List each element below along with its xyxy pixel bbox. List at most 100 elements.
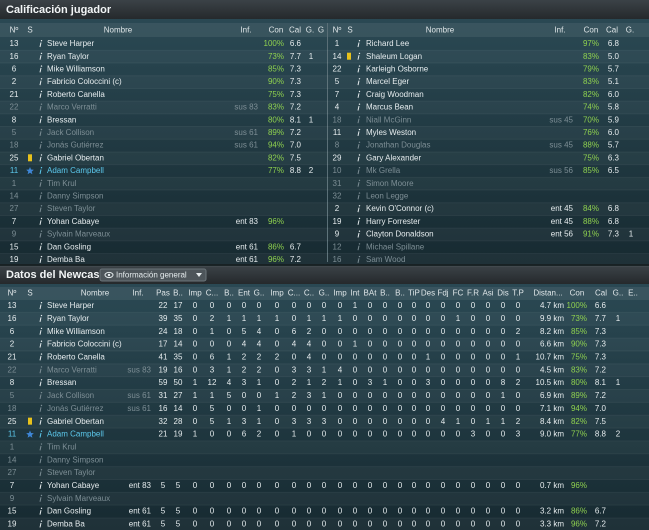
stat-value: 0 [441, 391, 446, 400]
column-header: Nombre [104, 26, 133, 35]
info-icon [39, 131, 42, 137]
stat-value: 1 [227, 314, 232, 323]
player-rating: 5.7 [608, 141, 620, 150]
info-icon [357, 55, 360, 60]
column-header: Con [584, 26, 599, 35]
stat-value: 3 [210, 365, 215, 374]
stat-value: 0 [456, 353, 461, 362]
star-icon [26, 167, 34, 175]
stat-value: 0 [338, 391, 343, 400]
player-number: 27 [8, 468, 17, 477]
info-icon [39, 509, 42, 515]
player-number: 2 [335, 204, 340, 213]
stat-value: 0 [501, 365, 506, 374]
stat-value: 0 [275, 404, 280, 413]
player-name: Shaleum Logan [366, 52, 422, 61]
stat-value: 2 [516, 378, 521, 387]
stat-value: 0 [242, 404, 247, 413]
player-con: 90% [268, 77, 284, 86]
stat-value: 0 [456, 301, 461, 310]
player-number: 8 [335, 141, 340, 150]
player-rating: 6.0 [608, 90, 620, 99]
player-number: 16 [8, 314, 17, 323]
column-header: Dis [497, 289, 509, 298]
player-goals: 2 [309, 166, 314, 175]
stat-value: 5 [227, 391, 232, 400]
info-icon [39, 317, 42, 322]
info-icon [357, 80, 360, 86]
player-con: 97% [583, 39, 599, 48]
column-header: Imp [270, 289, 284, 298]
player-rating: 7.3 [595, 340, 607, 349]
column-header: Inf. [554, 26, 565, 35]
player-number: 10 [333, 166, 342, 175]
stat-value: 0 [412, 481, 417, 490]
info-icon [39, 330, 42, 335]
rating-title: Calificación jugador [6, 4, 112, 16]
stat-value: 6 [292, 327, 297, 336]
info-icon-dot [40, 128, 43, 131]
stats-title: Datos del Newcastle [6, 269, 112, 281]
info-icon-dot [40, 391, 43, 394]
player-rating: 6.7 [290, 242, 302, 251]
info-icon [39, 169, 42, 175]
info-icon-dot [40, 469, 43, 471]
stat-value: 1 [353, 301, 358, 310]
stat-value: 0 [242, 507, 247, 516]
stat-value: 19 [174, 430, 183, 439]
player-con: 88% [583, 217, 599, 226]
player-number: 18 [333, 115, 342, 124]
player-rating: 7.2 [595, 520, 607, 529]
player-rating: 7.2 [290, 128, 302, 137]
stat-value: 0 [242, 301, 247, 310]
stat-value: 0 [412, 520, 417, 529]
info-icon [39, 497, 42, 502]
info-icon [39, 381, 42, 387]
stat-value: 0 [383, 365, 388, 374]
player-con: 80% [268, 115, 284, 124]
player-number: 8 [10, 378, 15, 387]
player-rating: 6.7 [595, 507, 607, 516]
player-name: Leon Legge [366, 192, 409, 201]
info-icon [39, 407, 42, 412]
stat-value: 0 [383, 507, 388, 516]
dropdown-label[interactable]: Información general [116, 271, 187, 280]
info-icon-dot [40, 520, 43, 522]
stat-value: 3 [516, 430, 521, 439]
stat-value: 5 [161, 481, 166, 490]
stat-value: 0 [338, 301, 343, 310]
player-con: 83% [583, 52, 599, 61]
player-rating: 7.3 [290, 65, 302, 74]
stat-value: 0 [398, 404, 403, 413]
stat-value: 0 [338, 481, 343, 490]
stat-value: 2 [292, 378, 297, 387]
info-icon [357, 169, 360, 175]
info-icon-dot [40, 179, 43, 182]
player-goals: 2 [616, 430, 621, 439]
view-dropdown[interactable]: Información general [99, 268, 207, 282]
stat-value: 0 [210, 430, 215, 439]
player-name: Steve Harper [47, 301, 94, 310]
player-name: Marcel Eger [366, 77, 409, 86]
player-con: 96% [268, 217, 284, 226]
info-icon-dot [358, 40, 361, 42]
stat-value: 0 [193, 340, 198, 349]
player-number: 9 [10, 494, 15, 503]
stat-value: 0 [501, 481, 506, 490]
stat-value: 0 [338, 340, 343, 349]
dropdown-box[interactable] [99, 268, 207, 282]
stat-value: 0 [257, 481, 262, 490]
column-header: G. [306, 26, 314, 35]
stat-value: 4 [242, 340, 247, 349]
stat-value: 0 [338, 417, 343, 426]
column-header: T.P [512, 289, 524, 298]
stat-value: 0 [456, 365, 461, 374]
info-icon [357, 42, 360, 48]
stat-value: 0 [426, 481, 431, 490]
column-header: Nombre [426, 26, 455, 35]
stat-value: 0 [368, 430, 373, 439]
stat-value: 1 [338, 378, 343, 387]
player-rating: 5.9 [608, 115, 620, 124]
stat-value: 1 [275, 391, 280, 400]
star-icon [26, 430, 34, 438]
